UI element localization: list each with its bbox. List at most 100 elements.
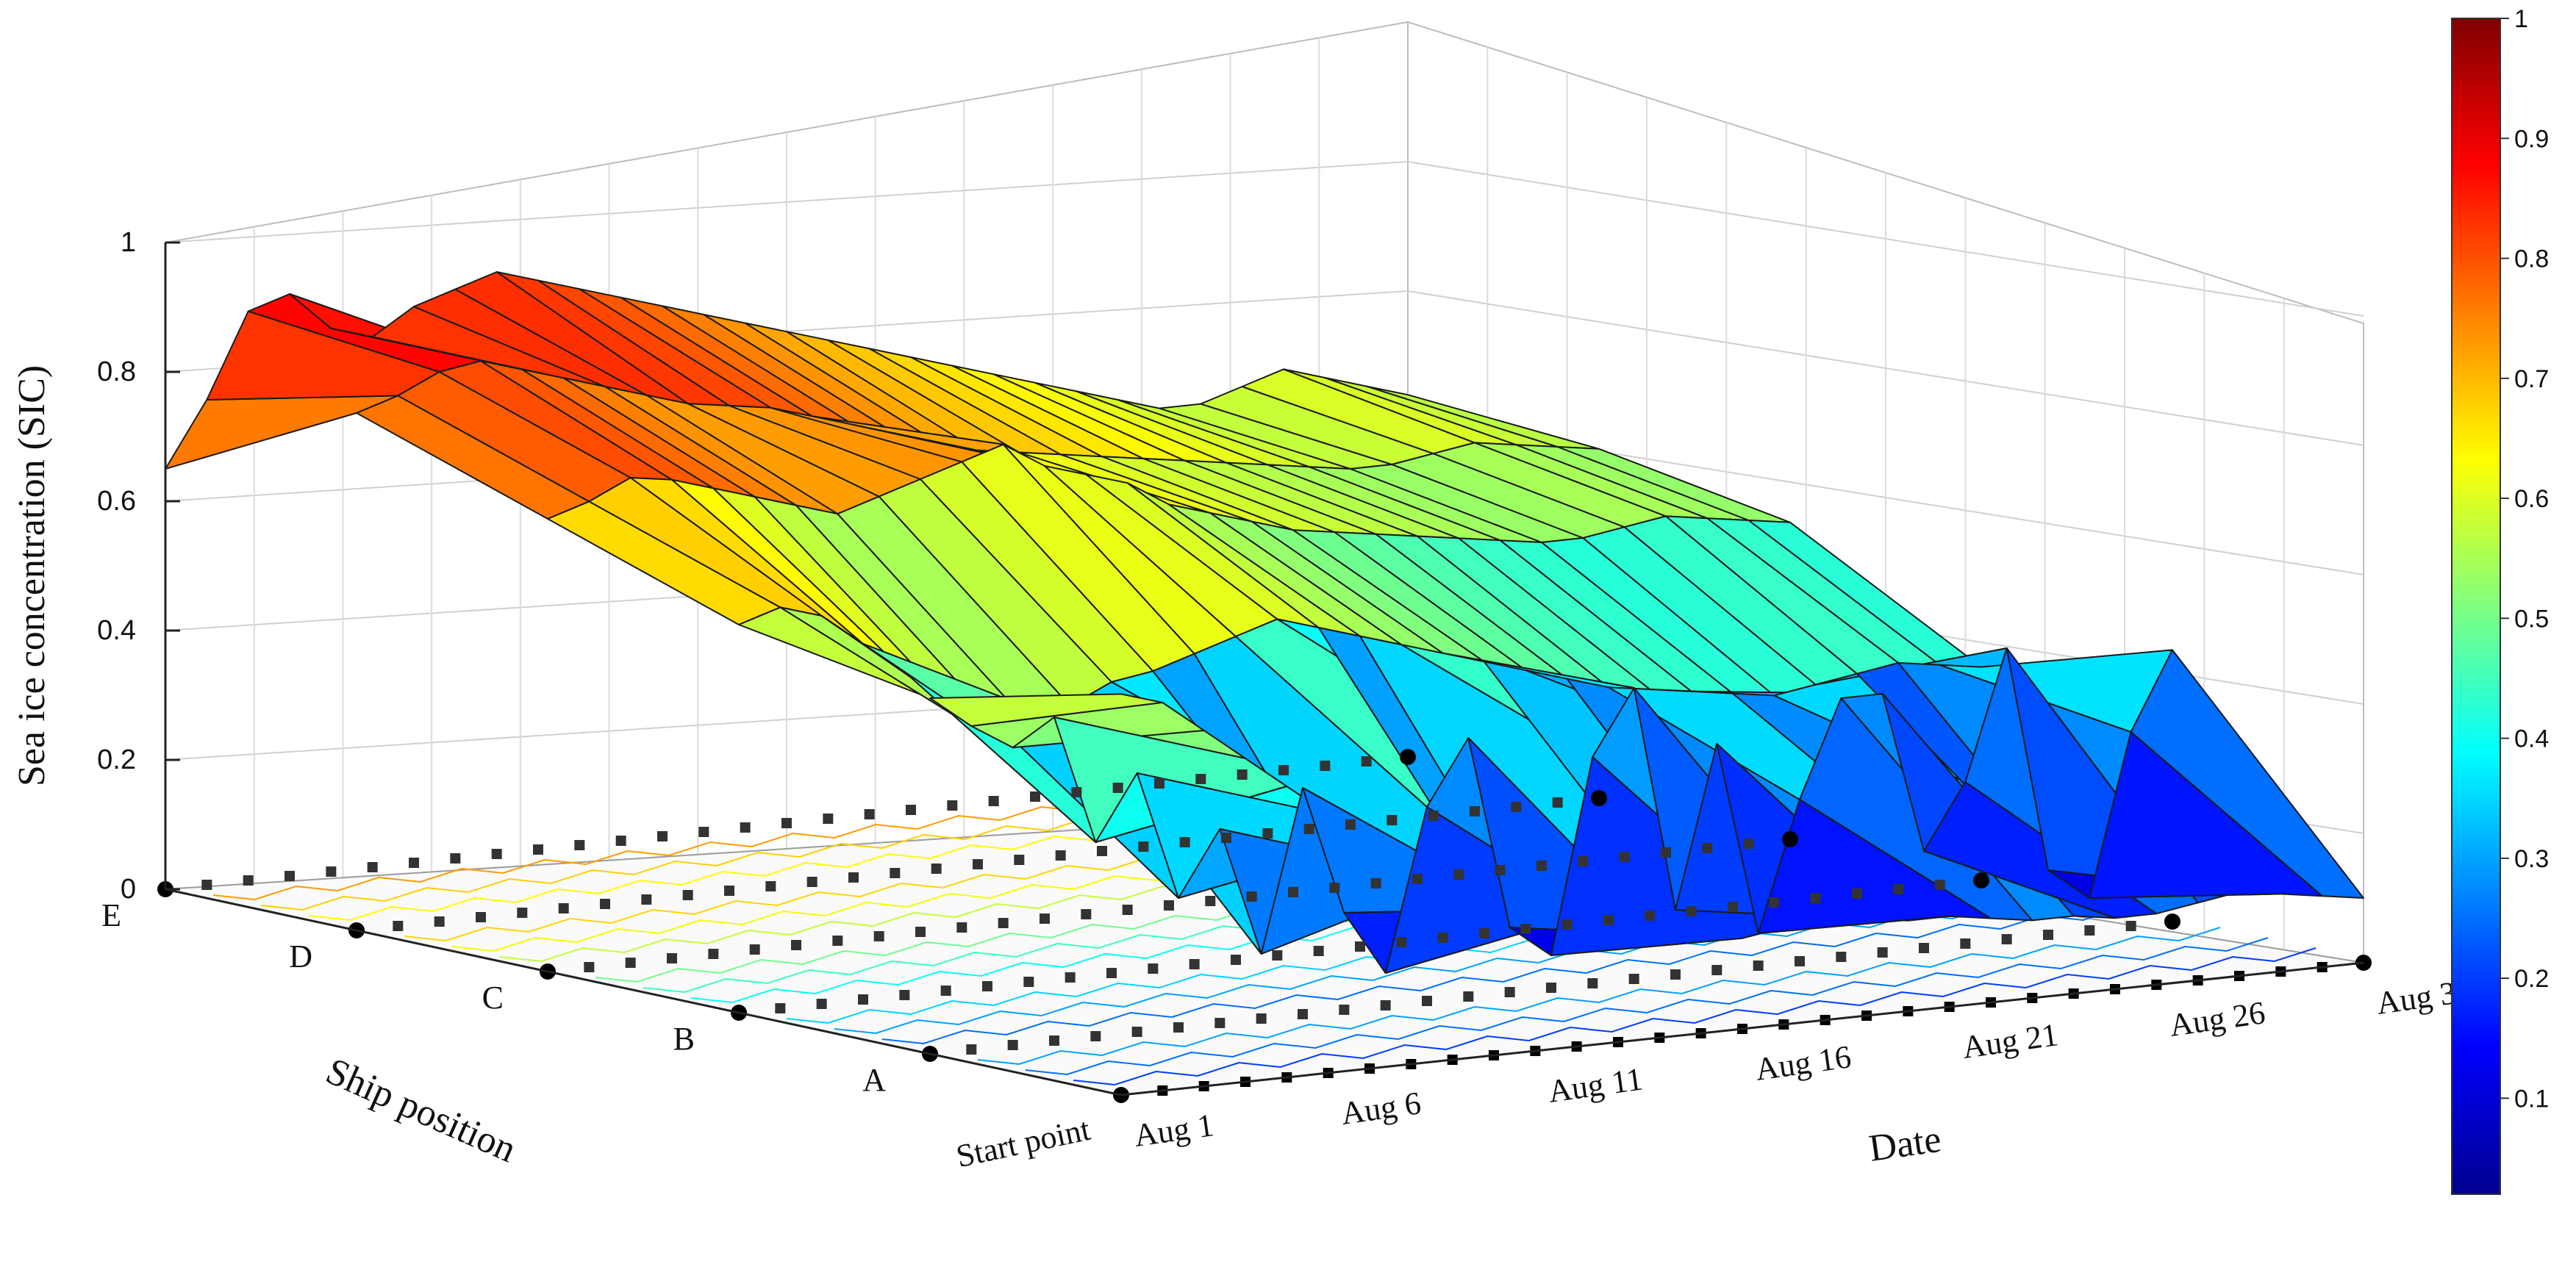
- track-marker: [285, 871, 295, 881]
- track-marker: [890, 868, 901, 878]
- track-marker: [1231, 955, 1241, 965]
- track-endpoint: [1591, 790, 1607, 806]
- track-marker: [1520, 924, 1531, 934]
- track-marker: [1122, 905, 1133, 915]
- track-marker: [1071, 787, 1082, 797]
- x-tick-label: Aug 6: [1339, 1085, 1423, 1132]
- track-marker: [574, 840, 585, 850]
- track-marker: [1148, 963, 1159, 974]
- track-marker: [517, 908, 528, 918]
- track-marker: [966, 1044, 977, 1055]
- track-marker: [1470, 806, 1480, 816]
- track-marker: [1836, 952, 1847, 962]
- track-marker: [1893, 884, 1904, 894]
- track-marker: [1686, 906, 1697, 916]
- track-marker: [450, 853, 461, 864]
- colorbar-tick-label: 0.3: [2514, 845, 2549, 873]
- z-tick-label: 0.4: [97, 615, 136, 646]
- x-tick-label: Aug 26: [2167, 994, 2267, 1044]
- track-marker: [1154, 778, 1164, 789]
- floor-contour: [1073, 947, 2316, 1086]
- track-marker: [1934, 880, 1945, 890]
- track-marker: [1422, 996, 1432, 1006]
- track-marker: [1131, 1027, 1142, 1037]
- track-marker: [1561, 919, 1573, 930]
- track-marker: [1546, 983, 1556, 993]
- colorbar-tick-label: 0.7: [2514, 365, 2549, 393]
- y-tick-label: A: [862, 1062, 886, 1098]
- track-marker: [873, 931, 884, 941]
- colorbar-tick-label: 0.1: [2514, 1085, 2549, 1113]
- track-marker: [1023, 977, 1034, 987]
- track-marker: [1303, 824, 1314, 834]
- track-marker: [1578, 856, 1589, 866]
- track-marker: [1852, 889, 1862, 899]
- y-axis-label: Ship position: [320, 1050, 522, 1171]
- track-marker: [1014, 855, 1025, 865]
- track-marker: [1810, 893, 1821, 903]
- track-marker: [1237, 769, 1248, 780]
- track-marker: [2001, 934, 2012, 944]
- track-marker: [906, 805, 916, 815]
- floor-contour: [1025, 937, 2269, 1076]
- track-endpoint: [1782, 831, 1798, 847]
- track-marker: [2043, 930, 2053, 940]
- track-marker: [816, 999, 827, 1009]
- track-marker: [982, 981, 992, 991]
- track-marker: [682, 890, 693, 900]
- track-marker: [1179, 837, 1190, 847]
- track-endpoint: [1400, 749, 1416, 765]
- track-marker: [1702, 843, 1713, 853]
- track-marker: [600, 899, 610, 909]
- track-marker: [476, 912, 486, 922]
- track-marker: [1960, 938, 1971, 949]
- track-marker: [1361, 756, 1372, 767]
- track-marker: [615, 836, 626, 846]
- track-marker: [1603, 915, 1614, 925]
- track-marker: [491, 849, 502, 859]
- floor-contour: [977, 927, 2221, 1066]
- track-marker: [326, 866, 337, 877]
- track-marker: [1221, 833, 1231, 843]
- track-marker: [1463, 991, 1474, 1002]
- track-marker: [931, 864, 942, 874]
- z-tick-labels: 0 0.2 0.4 0.6 0.8 1: [97, 227, 180, 905]
- z-tick-label: 1: [121, 227, 136, 258]
- track-marker: [1370, 878, 1381, 889]
- track-marker: [243, 875, 254, 886]
- track-marker: [1055, 850, 1066, 861]
- track-marker: [1246, 891, 1257, 902]
- track-marker: [1511, 802, 1522, 812]
- track-marker: [864, 809, 875, 819]
- track-marker: [1112, 783, 1123, 793]
- track-marker: [1214, 1018, 1226, 1028]
- axis-lines: [164, 243, 2364, 1096]
- track-marker: [1670, 969, 1681, 980]
- track-marker: [973, 859, 983, 869]
- sic-surface: [165, 271, 2364, 974]
- surface-patch: [2130, 649, 2364, 899]
- track-marker: [791, 940, 801, 950]
- track-marker: [584, 962, 595, 972]
- track-marker: [1262, 828, 1273, 839]
- colorbar-tick-label: 0.5: [2514, 605, 2549, 633]
- z-tick-label: 0.2: [97, 744, 136, 775]
- track-marker: [1728, 902, 1738, 912]
- y-axis-line: [165, 888, 1122, 1096]
- track-marker: [1320, 761, 1331, 771]
- surface-patch: [165, 395, 399, 470]
- track-marker: [1065, 972, 1076, 983]
- floor-contour: [834, 896, 2078, 1035]
- colorbar-tick-label: 0.9: [2514, 125, 2549, 153]
- colorbar-tick-labels: 0.1 0.2 0.3 0.4 0.5 0.6 0.7 0.8 0.9 1: [2500, 5, 2549, 1113]
- y-tick-label: E: [101, 897, 121, 933]
- track-marker: [848, 872, 859, 883]
- y-tick-label: Start point: [953, 1111, 1093, 1174]
- track-marker: [1040, 913, 1050, 924]
- track-marker: [1552, 797, 1563, 808]
- track-endpoint: [1973, 872, 1989, 889]
- track-marker: [1173, 1022, 1184, 1033]
- colorbar-gradient: [2451, 18, 2501, 1195]
- track-marker: [1278, 765, 1289, 775]
- track-marker: [641, 894, 652, 905]
